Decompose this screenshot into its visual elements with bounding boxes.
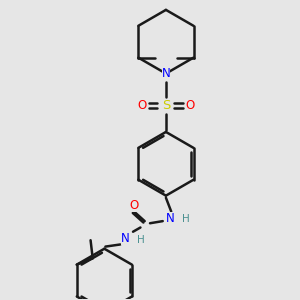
Text: N: N bbox=[166, 212, 175, 226]
Text: S: S bbox=[162, 99, 170, 112]
Text: H: H bbox=[136, 235, 144, 245]
Text: N: N bbox=[161, 67, 170, 80]
Text: O: O bbox=[137, 99, 146, 112]
Text: N: N bbox=[121, 232, 130, 244]
Text: H: H bbox=[182, 214, 190, 224]
Text: O: O bbox=[130, 199, 139, 212]
Text: O: O bbox=[186, 99, 195, 112]
